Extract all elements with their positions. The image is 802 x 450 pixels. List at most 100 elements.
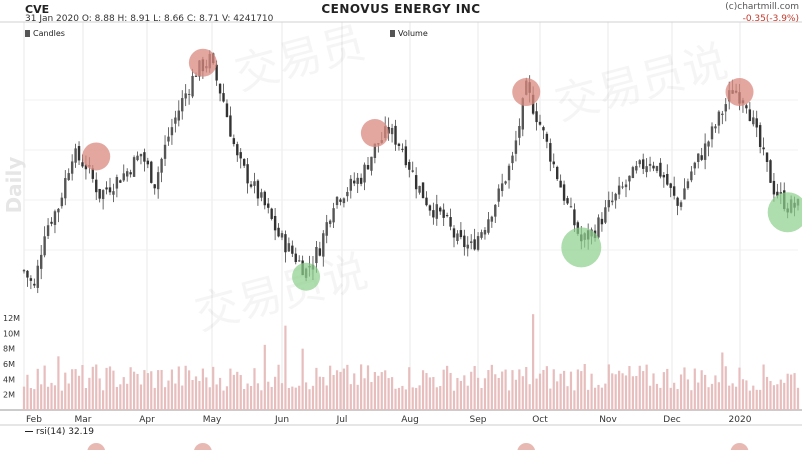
- volume-bar: [480, 388, 483, 410]
- volume-bar: [559, 373, 562, 410]
- candle-body: [466, 244, 469, 249]
- candle-body: [390, 127, 394, 135]
- swing-high-marker: [512, 78, 541, 107]
- candle-body: [752, 117, 755, 125]
- volume-bar: [81, 365, 84, 410]
- volume-bar: [191, 379, 194, 410]
- candle-body: [215, 64, 218, 81]
- candle-body: [108, 187, 112, 193]
- legend-volume[interactable]: Volume: [390, 29, 428, 38]
- volume-bar: [421, 370, 425, 410]
- volume-bar: [294, 387, 297, 410]
- candle-body: [559, 180, 562, 188]
- volume-bar: [167, 380, 170, 410]
- volume-bar: [604, 383, 607, 410]
- candle-body: [249, 184, 253, 187]
- candle-body: [29, 278, 33, 281]
- volume-bar: [662, 372, 665, 410]
- candle-body: [373, 143, 377, 159]
- rsi-marker: [517, 443, 536, 450]
- volume-tick-label: 4M: [3, 375, 15, 384]
- volume-bar: [652, 373, 655, 410]
- volume-bar: [759, 389, 762, 410]
- candle-body: [566, 198, 569, 204]
- candle-body: [267, 203, 270, 208]
- volume-bar: [483, 378, 487, 410]
- volume-bar: [576, 369, 579, 410]
- candle-body: [298, 260, 301, 262]
- volume-bar: [163, 387, 167, 410]
- volume-bar: [64, 372, 67, 410]
- legend-candles[interactable]: Candles: [25, 29, 65, 38]
- volume-bar: [580, 371, 583, 410]
- candle-body: [490, 216, 494, 222]
- candle-body: [132, 157, 136, 177]
- candle-body: [779, 192, 782, 194]
- legend-volume-label: Volume: [398, 29, 428, 38]
- volume-bar: [745, 380, 748, 410]
- volume-bar: [287, 387, 290, 410]
- candle-body: [64, 178, 67, 199]
- volume-bar: [683, 367, 686, 410]
- x-tick-label: Nov: [599, 415, 617, 425]
- volume-bar: [329, 365, 332, 410]
- candle-body: [370, 156, 373, 171]
- candle-body: [439, 207, 442, 212]
- volume-bar: [304, 382, 308, 410]
- x-tick-label: Mar: [75, 415, 92, 425]
- candle-body: [655, 166, 659, 171]
- candle-body: [322, 233, 325, 257]
- volume-bar: [769, 380, 772, 410]
- volume-bar: [212, 366, 215, 410]
- volume-bar: [645, 364, 648, 410]
- volume-bar: [119, 384, 122, 410]
- candle-body: [476, 236, 480, 250]
- volume-bar: [363, 378, 366, 410]
- volume-bar: [57, 356, 60, 410]
- volume-bar: [611, 373, 614, 410]
- volume-bar: [418, 385, 421, 410]
- volume-bar: [349, 384, 352, 410]
- chart-title: CENOVUS ENERGY INC: [321, 2, 481, 16]
- volume-bar: [222, 390, 225, 410]
- volume-bar: [77, 375, 81, 410]
- candle-body: [456, 233, 459, 242]
- volume-bar: [315, 367, 318, 410]
- volume-bar: [525, 367, 528, 410]
- volume-bar: [160, 369, 163, 410]
- volume-bar: [188, 370, 191, 410]
- source-credit[interactable]: (c)chartmill.com: [725, 2, 799, 12]
- volume-bar: [597, 384, 600, 410]
- volume-bar: [511, 370, 514, 410]
- volume-bar: [573, 390, 576, 410]
- rsi-marker: [194, 443, 212, 450]
- volume-bar: [280, 383, 284, 410]
- volume-bar: [659, 387, 662, 410]
- candle-body: [628, 175, 631, 182]
- volume-bar: [765, 376, 769, 410]
- candle-body: [607, 199, 610, 208]
- candle-body: [84, 164, 88, 170]
- candle-body: [707, 141, 710, 147]
- candle-body: [115, 177, 119, 189]
- volume-bar: [487, 370, 490, 410]
- volume-bar: [411, 387, 414, 410]
- candle-body: [26, 270, 29, 278]
- candle-body: [435, 204, 438, 219]
- candle-body: [562, 184, 566, 201]
- volume-bar: [796, 387, 800, 410]
- volume-bar: [194, 376, 198, 410]
- volume-bar: [583, 364, 586, 410]
- candle-body: [105, 187, 108, 190]
- watermark-text: 交易员说: [190, 246, 373, 341]
- volume-bar: [236, 371, 239, 410]
- candle-body: [356, 177, 359, 184]
- candle-body: [260, 192, 263, 198]
- candle-body: [445, 215, 449, 217]
- candle-body: [256, 180, 260, 199]
- volume-bar: [260, 390, 263, 410]
- candle-body: [621, 186, 624, 188]
- volume-bar: [184, 365, 187, 410]
- candle-body: [624, 184, 628, 188]
- volume-bar: [497, 377, 500, 410]
